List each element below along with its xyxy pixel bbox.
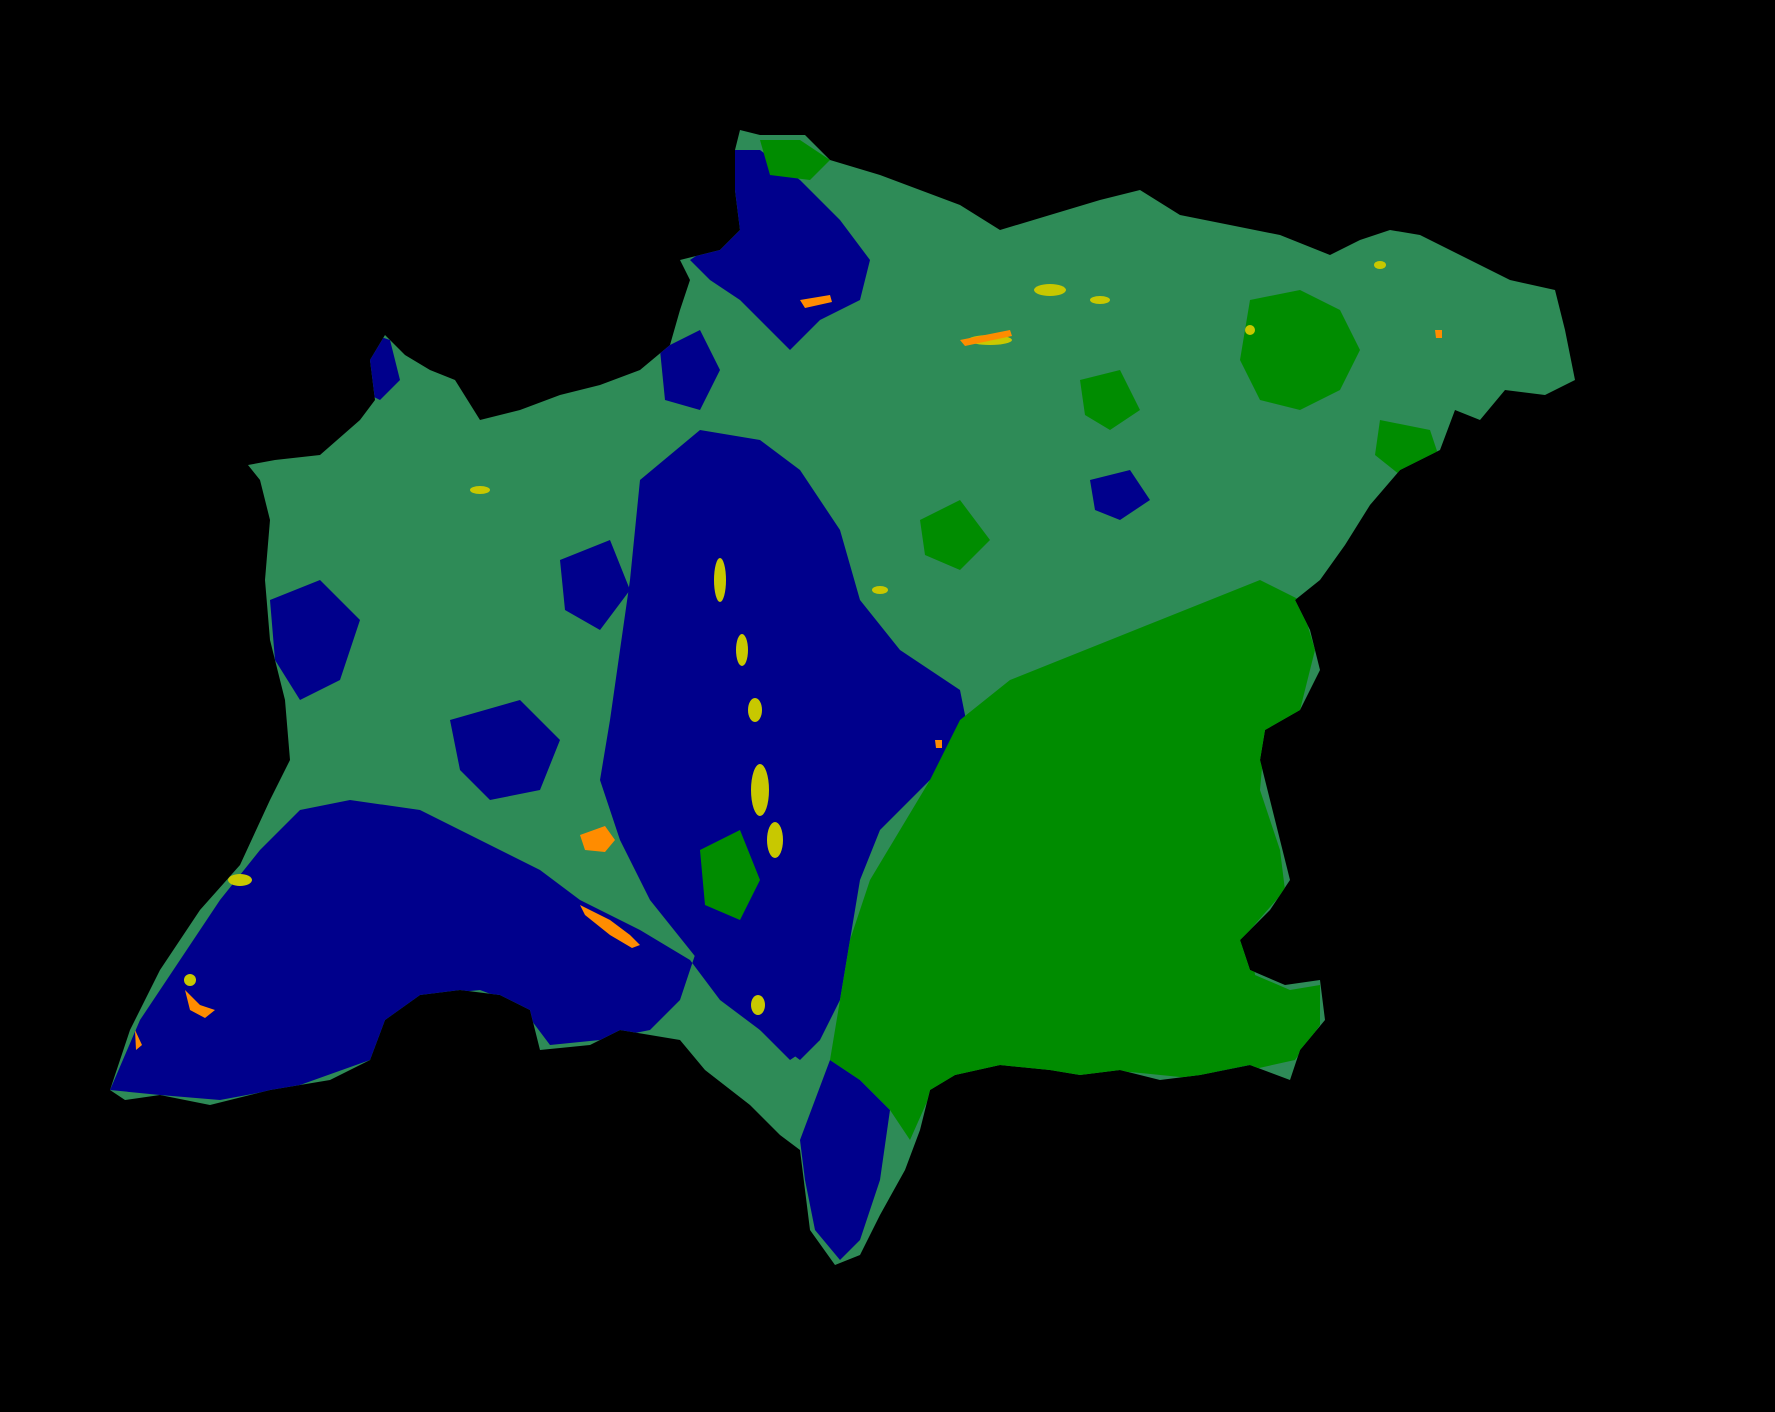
- dark-blue-zones: [110, 150, 1260, 1260]
- yellow-green-patches: [184, 261, 1386, 1015]
- orange-patches: [135, 295, 1442, 1050]
- land-cover-layers: [110, 140, 1442, 1260]
